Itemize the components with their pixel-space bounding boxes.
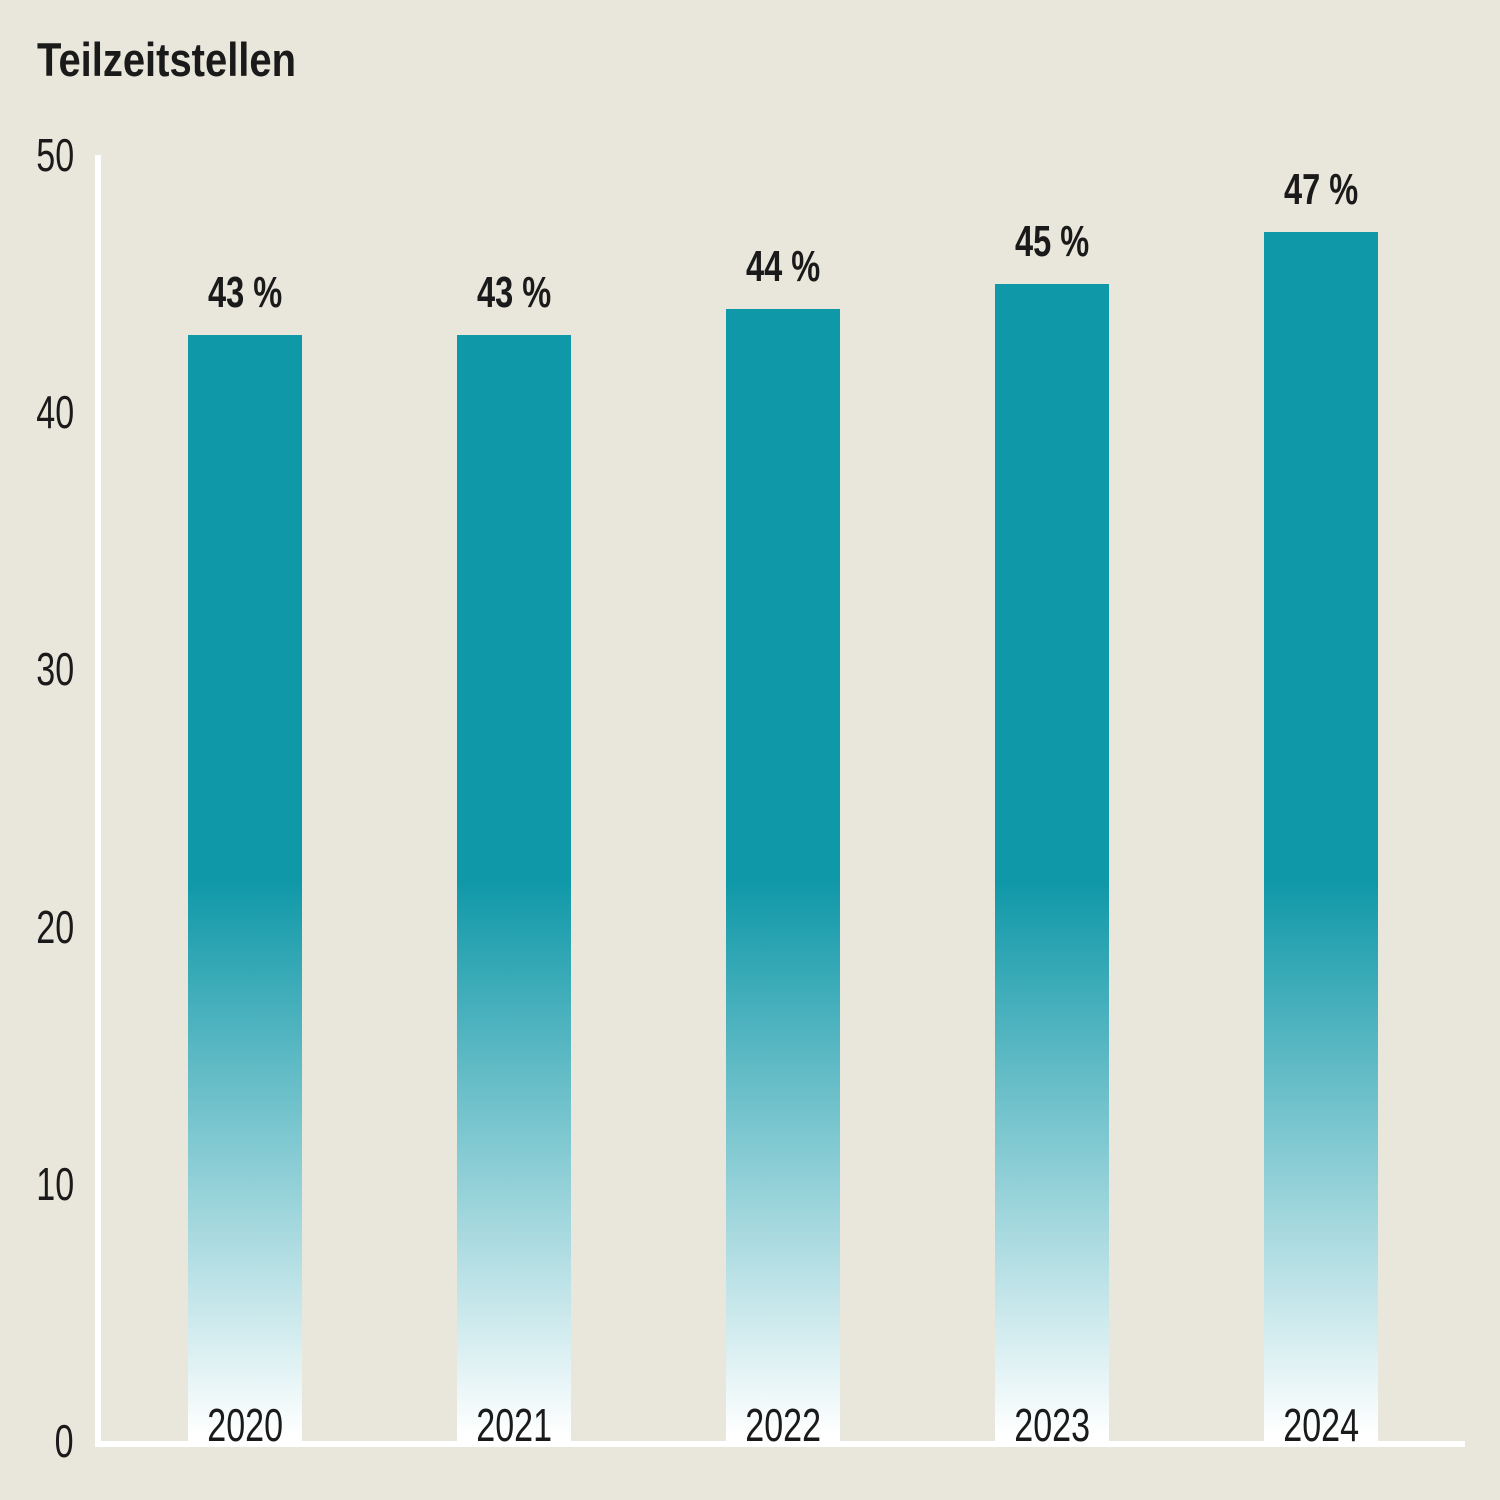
- y-tick-label-10: 10: [0, 1157, 74, 1211]
- y-tick-text: 20: [36, 900, 74, 953]
- bar-2022: [726, 309, 840, 1447]
- x-category-label-2020: 2020: [135, 1401, 355, 1449]
- x-category-label-2021: 2021: [404, 1401, 624, 1449]
- bar-value-label-2021: 43 %: [404, 269, 624, 317]
- x-category-text: 2023: [1014, 1399, 1090, 1451]
- y-tick-text: 30: [36, 643, 74, 696]
- y-tick-text: 0: [55, 1415, 74, 1467]
- y-tick-label-50: 50: [0, 128, 74, 182]
- x-category-text: 2022: [745, 1399, 821, 1451]
- y-tick-label-20: 20: [0, 900, 74, 954]
- y-tick-text: 50: [36, 129, 74, 181]
- x-category-text: 2024: [1283, 1399, 1359, 1451]
- x-axis-line: [95, 1441, 1465, 1447]
- bar-value-text: 44 %: [745, 242, 821, 292]
- bar-value-label-2020: 43 %: [135, 269, 355, 317]
- bar-2024: [1264, 232, 1378, 1447]
- y-tick-text: 40: [36, 386, 74, 439]
- x-category-label-2024: 2024: [1211, 1401, 1431, 1449]
- bar-value-text: 45 %: [1014, 216, 1090, 266]
- y-tick-text: 10: [36, 1157, 74, 1210]
- bar-2021: [457, 335, 571, 1447]
- y-tick-label-30: 30: [0, 642, 74, 696]
- bar-value-text: 43 %: [476, 268, 552, 318]
- bar-2020: [188, 335, 302, 1447]
- bar-value-text: 43 %: [207, 268, 283, 318]
- bar-value-text: 47 %: [1283, 165, 1359, 215]
- x-category-text: 2021: [476, 1399, 552, 1451]
- y-tick-label-40: 40: [0, 385, 74, 439]
- bar-value-label-2023: 45 %: [942, 216, 1162, 266]
- y-tick-label-0: 0: [0, 1414, 74, 1468]
- x-category-text: 2020: [207, 1399, 283, 1451]
- bar-value-label-2022: 44 %: [673, 243, 893, 291]
- chart-title: Teilzeitstellen: [37, 32, 342, 87]
- x-category-label-2023: 2023: [942, 1401, 1162, 1449]
- x-category-label-2022: 2022: [673, 1401, 893, 1449]
- bar-value-label-2024: 47 %: [1211, 166, 1431, 214]
- chart-title-text: Teilzeitstellen: [37, 33, 297, 86]
- y-axis-line: [95, 155, 101, 1447]
- bar-2023: [995, 283, 1109, 1447]
